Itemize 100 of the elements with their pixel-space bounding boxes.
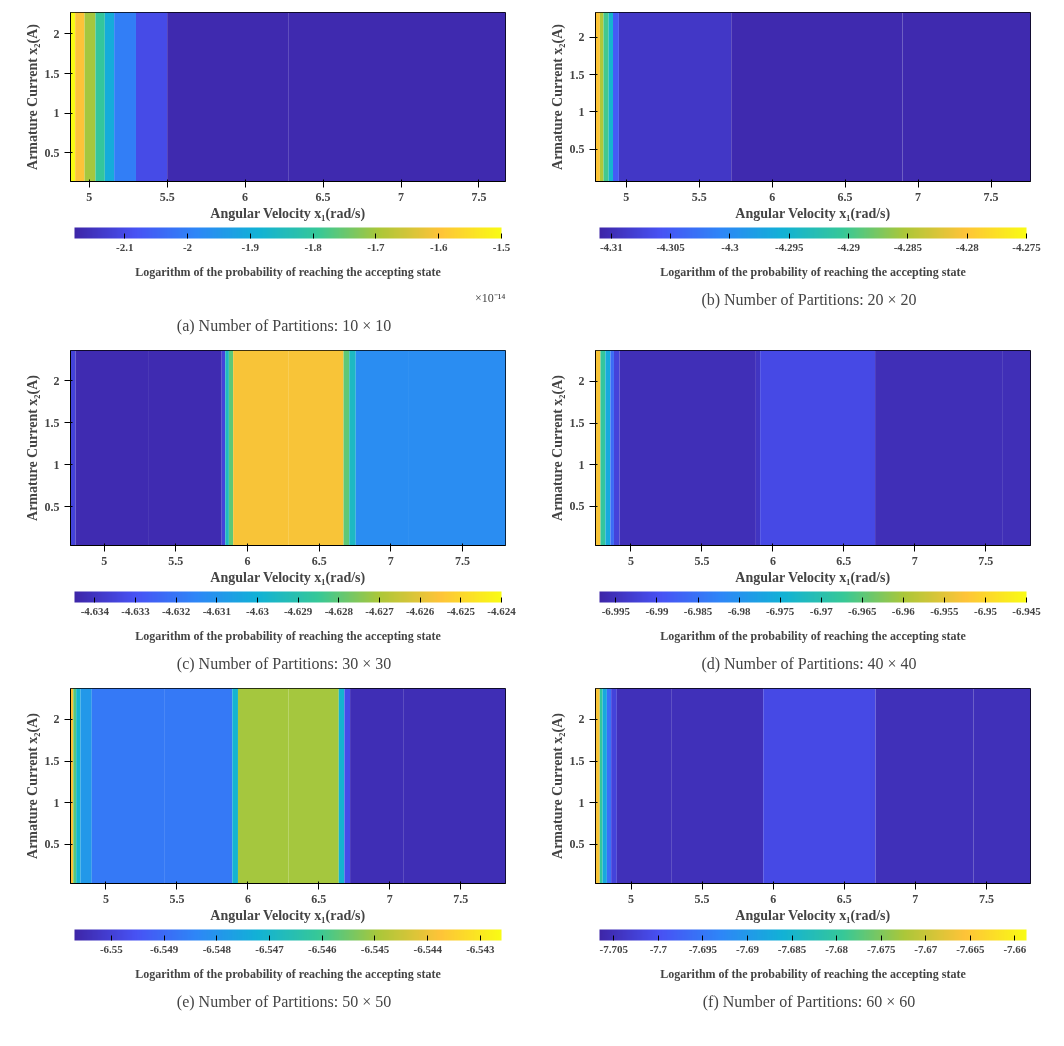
color-bar-label: -6.543 <box>466 942 496 955</box>
x-axis-title: Angular Velocity x₁(rad/s) <box>735 569 891 586</box>
text: (f) Number of Partitions: 60 × 60 <box>702 992 916 1011</box>
color-bar-label: -6.98 <box>727 604 752 617</box>
x-tick-label: 7 <box>912 891 919 906</box>
y-axis-title: Armature Current x₂(A) <box>24 374 41 521</box>
y-tick-label: 0.5 <box>569 142 585 157</box>
y-tick-label: 1 <box>53 457 60 472</box>
y-tick-label: 2 <box>578 712 585 727</box>
x-tick-label: 7 <box>915 189 922 204</box>
y-tick-label: 1 <box>578 795 585 810</box>
color-bar-label: -7.695 <box>688 942 718 955</box>
color-bar-label: -6.545 <box>360 942 390 955</box>
color-bar-label: -6.55 <box>99 942 124 955</box>
y-tick-label: 2 <box>578 30 585 45</box>
y-tick-label: 1.5 <box>44 66 60 81</box>
text: (c) Number of Partitions: 30 × 30 <box>176 654 392 673</box>
y-tick-label: 1.5 <box>569 67 585 82</box>
color-bar-label: -7.665 <box>956 942 986 955</box>
color-bar-label: -6.99 <box>645 604 669 617</box>
color-bar-label: -1.7 <box>367 240 386 253</box>
color-bar-label: -6.97 <box>809 604 834 617</box>
x-tick-label: 5.5 <box>169 891 185 906</box>
color-bar-label: -4.633 <box>121 604 151 617</box>
x-tick-label: 6 <box>244 553 251 568</box>
color-bar-title: Logarithm of the probability of reaching the accepting state <box>135 966 442 981</box>
color-bar-label: -4.63 <box>246 604 270 617</box>
color-bar-label: -6.945 <box>1012 604 1042 617</box>
color-bar-label: -7.68 <box>825 942 849 955</box>
x-tick-label: 6 <box>242 189 249 204</box>
color-bar-label: -4.625 <box>446 604 476 617</box>
x-tick-label: 7.5 <box>978 891 994 906</box>
color-bar-label: -4.3 <box>721 240 740 253</box>
color-bar-label: -4.285 <box>893 240 923 253</box>
x-tick-label: 5.5 <box>168 553 184 568</box>
x-axis-title: Angular Velocity x₁(rad/s) <box>210 205 366 222</box>
color-bar-label: -4.629 <box>283 604 313 617</box>
y-tick-label: 1.5 <box>44 754 60 768</box>
y-axis-title: Armature Current x₂(A) <box>549 374 566 521</box>
x-tick-label: 5.5 <box>159 189 175 204</box>
color-bar-label: -6.955 <box>930 604 960 617</box>
color-bar-label: -7.685 <box>777 942 807 955</box>
color-bar-label: -4.305 <box>656 240 686 253</box>
y-tick-label: 1 <box>578 457 585 472</box>
y-axis-title: Armature Current x₂(A) <box>549 23 566 170</box>
x-tick-label: 7 <box>398 189 405 204</box>
x-axis-title: Angular Velocity x₁(rad/s) <box>210 907 366 924</box>
x-tick-label: 7 <box>386 891 393 906</box>
y-tick-label: 0.5 <box>44 837 60 852</box>
color-bar-label: -6.95 <box>973 604 998 617</box>
text: (d) Number of Partitions: 40 × 40 <box>701 654 917 673</box>
x-axis-title: Angular Velocity x₁(rad/s) <box>735 907 891 924</box>
color-bar-label: -4.31 <box>599 240 623 253</box>
x-tick-label: 5.5 <box>691 189 707 204</box>
x-tick-label: 7.5 <box>978 553 994 568</box>
x-tick-label: 5 <box>86 189 93 204</box>
x-tick-label: 7.5 <box>983 189 999 204</box>
color-bar-label: -7.705 <box>599 942 629 955</box>
x-tick-label: 6.5 <box>311 891 327 906</box>
x-tick-label: 7 <box>911 553 918 568</box>
y-tick-label: 2 <box>53 712 60 727</box>
color-bar-label: -2 <box>182 240 193 253</box>
x-tick-label: 5.5 <box>694 891 710 906</box>
text: (e) Number of Partitions: 50 × 50 <box>176 992 392 1011</box>
x-axis-title: Angular Velocity x₁(rad/s) <box>210 569 366 586</box>
color-bar-label: -6.548 <box>202 942 232 955</box>
color-bar-label: -6.975 <box>765 604 795 617</box>
x-tick-label: 6.5 <box>836 891 852 906</box>
y-tick-label: 0.5 <box>569 499 585 514</box>
color-bar-label: -6.546 <box>308 942 337 955</box>
color-bar-label: -1.9 <box>241 240 260 253</box>
x-tick-label: 6.5 <box>315 189 331 204</box>
color-bar-label: -1.8 <box>304 240 323 253</box>
color-bar-label: -4.624 <box>487 604 517 617</box>
x-tick-label: 5.5 <box>694 553 710 568</box>
y-tick-label: 0.5 <box>44 145 60 160</box>
y-axis-title: Armature Current x₂(A) <box>24 23 41 170</box>
color-bar-label: -1.6 <box>430 240 448 253</box>
color-bar-title: Logarithm of the probability of reaching the accepting state <box>660 264 967 279</box>
y-tick-label: 1 <box>53 106 60 121</box>
color-bar-title: Logarithm of the probability of reaching the accepting state <box>135 264 442 279</box>
text: (b) Number of Partitions: 20 × 20 <box>701 290 917 309</box>
text: ×10⁻¹⁴ <box>474 290 506 305</box>
color-bar-label: -7.66 <box>1003 942 1027 955</box>
color-bar-label: -6.544 <box>413 942 443 955</box>
y-axis-title: Armature Current x₂(A) <box>549 712 566 859</box>
color-bar-label: -1.5 <box>492 240 511 253</box>
color-bar-label: -4.634 <box>80 604 110 617</box>
x-tick-label: 5 <box>101 553 108 568</box>
x-tick-label: 6.5 <box>311 553 327 568</box>
y-tick-label: 0.5 <box>44 499 60 514</box>
x-tick-label: 6 <box>769 553 776 568</box>
y-axis-title: Armature Current x₂(A) <box>24 712 41 859</box>
x-tick-label: 5 <box>628 891 635 906</box>
x-tick-label: 6 <box>770 891 777 906</box>
x-tick-label: 7.5 <box>455 553 470 568</box>
y-tick-label: 2 <box>578 374 585 389</box>
color-bar-label: -6.96 <box>891 604 916 617</box>
x-tick-label: 7.5 <box>471 189 487 204</box>
color-bar-label: -4.628 <box>324 604 354 617</box>
